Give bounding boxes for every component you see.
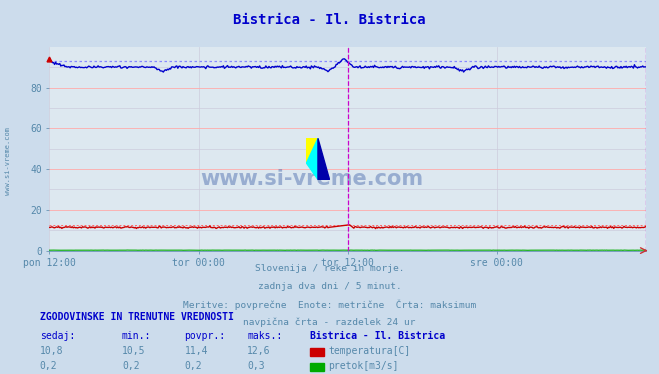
Text: maks.:: maks.:	[247, 331, 282, 341]
Text: Bistrica - Il. Bistrica: Bistrica - Il. Bistrica	[310, 331, 445, 341]
Text: sedaj:: sedaj:	[40, 331, 74, 341]
Text: 0,3: 0,3	[247, 361, 265, 371]
Text: 10,5: 10,5	[122, 346, 146, 356]
Text: Bistrica - Il. Bistrica: Bistrica - Il. Bistrica	[233, 13, 426, 27]
Text: povpr.:: povpr.:	[185, 331, 225, 341]
Text: www.si-vreme.com: www.si-vreme.com	[200, 169, 423, 189]
Text: 0,2: 0,2	[40, 361, 57, 371]
Polygon shape	[306, 138, 318, 163]
Text: 11,4: 11,4	[185, 346, 208, 356]
Text: www.si-vreme.com: www.si-vreme.com	[5, 127, 11, 195]
Text: min.:: min.:	[122, 331, 152, 341]
Text: 12,6: 12,6	[247, 346, 271, 356]
Text: Meritve: povprečne  Enote: metrične  Črta: maksimum: Meritve: povprečne Enote: metrične Črta:…	[183, 300, 476, 310]
Text: 0,2: 0,2	[122, 361, 140, 371]
Text: ZGODOVINSKE IN TRENUTNE VREDNOSTI: ZGODOVINSKE IN TRENUTNE VREDNOSTI	[40, 312, 233, 322]
Text: zadnja dva dni / 5 minut.: zadnja dva dni / 5 minut.	[258, 282, 401, 291]
Text: Slovenija / reke in morje.: Slovenija / reke in morje.	[255, 264, 404, 273]
Text: navpična črta - razdelek 24 ur: navpična črta - razdelek 24 ur	[243, 318, 416, 327]
Text: temperatura[C]: temperatura[C]	[328, 346, 411, 356]
Text: 0,2: 0,2	[185, 361, 202, 371]
Text: pretok[m3/s]: pretok[m3/s]	[328, 361, 399, 371]
Polygon shape	[306, 138, 318, 180]
Text: 10,8: 10,8	[40, 346, 63, 356]
Polygon shape	[318, 138, 330, 180]
